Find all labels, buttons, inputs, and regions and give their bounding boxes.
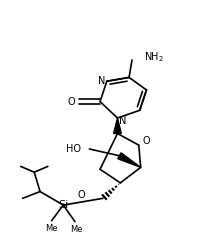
Text: O: O — [67, 97, 75, 106]
Text: N: N — [98, 76, 105, 86]
Text: O: O — [142, 136, 149, 146]
Text: Me: Me — [45, 224, 58, 233]
Text: NH$_2$: NH$_2$ — [143, 50, 163, 64]
Text: Me: Me — [70, 225, 83, 233]
Text: Si: Si — [58, 200, 68, 210]
Text: O: O — [77, 190, 85, 200]
Text: N: N — [118, 116, 125, 126]
Polygon shape — [117, 153, 140, 167]
Polygon shape — [113, 118, 121, 134]
Text: HO: HO — [65, 144, 80, 154]
